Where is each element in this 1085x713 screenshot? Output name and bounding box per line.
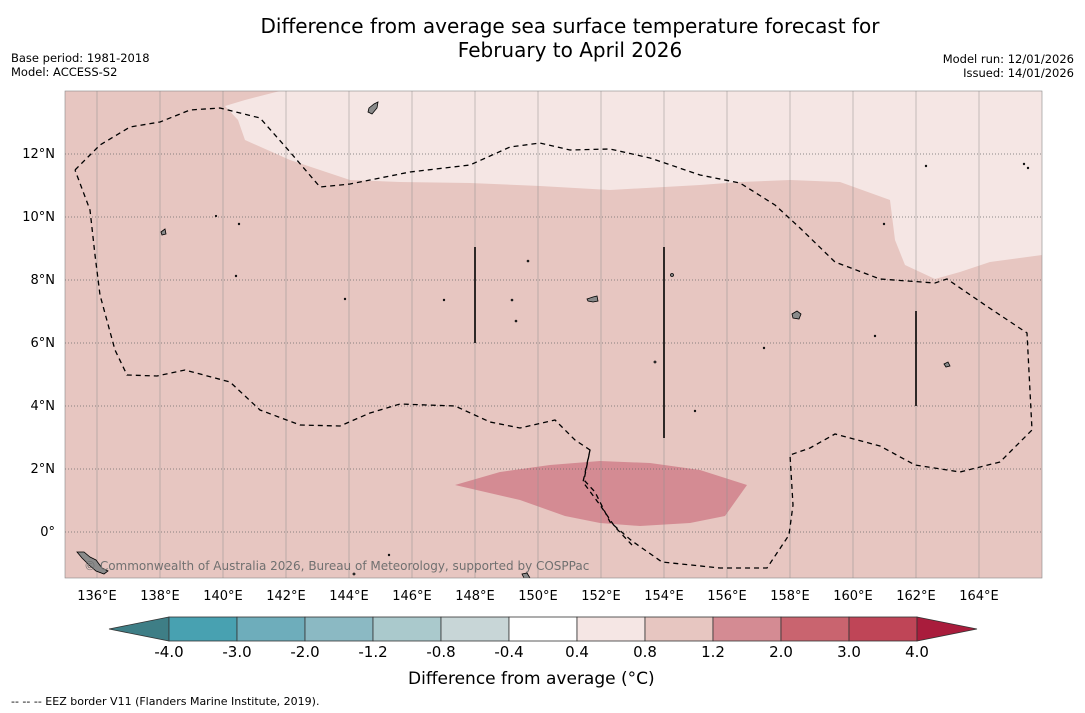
islet (873, 334, 877, 338)
lon-label: 164°E (959, 589, 999, 604)
lon-label: 138°E (140, 589, 180, 604)
islet (510, 298, 514, 302)
colorbar-label: 4.0 (905, 643, 929, 661)
lat-label: 0° (40, 525, 55, 540)
colorbar-label: -1.2 (358, 643, 388, 661)
colorbar-bin (508, 616, 578, 642)
parallels (65, 153, 1042, 533)
map-plot-area: © Commonwealth of Australia 2026, Bureau… (65, 91, 1042, 578)
base-period: Base period: 1981-2018 (11, 51, 150, 65)
islet (653, 360, 657, 364)
islet (442, 298, 446, 302)
eez-borders (74, 107, 1033, 569)
islet (670, 273, 674, 277)
colorbar-label: 2.0 (769, 643, 793, 661)
colorbar-label: 1.2 (701, 643, 725, 661)
eez-border-south (582, 449, 633, 546)
island-kosrae (943, 361, 951, 368)
colorbar-bin (848, 616, 918, 642)
islet (762, 346, 766, 350)
lat-label: 10°N (22, 210, 55, 225)
colorbar-label: -0.8 (426, 643, 456, 661)
colorbar-bin (780, 616, 850, 642)
colorbar-label: -3.0 (222, 643, 252, 661)
colorbar-bin (712, 616, 782, 642)
colorbar-over-arrow (916, 616, 978, 642)
islands (76, 101, 1030, 578)
meta-right: Model run: 12/01/2026 Issued: 14/01/2026 (943, 52, 1074, 80)
colorbar-label: -2.0 (290, 643, 320, 661)
islet (234, 274, 238, 278)
islet (693, 409, 697, 413)
copyright-text: © Commonwealth of Australia 2026, Bureau… (84, 559, 589, 573)
field-0-4-0-8 (225, 91, 1042, 279)
islet (1022, 162, 1026, 166)
colorbar-label: -0.4 (494, 643, 524, 661)
lon-label: 148°E (455, 589, 495, 604)
lon-label: 136°E (77, 589, 117, 604)
island-chuuk (586, 295, 599, 303)
colorbar-label: 0.4 (565, 643, 589, 661)
islet (343, 297, 347, 301)
island-new-ireland (521, 572, 531, 578)
lat-label: 12°N (22, 147, 55, 162)
island-guam (367, 101, 379, 115)
eez-border-west (74, 107, 1033, 569)
islet (514, 319, 518, 323)
lon-label: 160°E (833, 589, 873, 604)
title-line-2: February to April 2026 (457, 38, 683, 62)
islet (924, 164, 928, 168)
lon-label: 150°E (518, 589, 558, 604)
islet (214, 214, 218, 218)
islet (526, 259, 530, 263)
islet (1026, 166, 1030, 170)
colorbar-label: -4.0 (154, 643, 184, 661)
colorbar-bin (440, 616, 510, 642)
title-line-1: Difference from average sea surface temp… (260, 14, 880, 38)
eez-legend-note: -- -- -- EEZ border V11 (Flanders Marine… (11, 695, 320, 708)
lat-label: 6°N (31, 336, 56, 351)
lon-label: 142°E (266, 589, 306, 604)
lon-labels: 136°E 138°E 140°E 142°E 144°E 146°E 148°… (77, 589, 999, 604)
islet (237, 222, 241, 226)
colorbar-title: Difference from average (°C) (408, 669, 655, 689)
lon-label: 162°E (896, 589, 936, 604)
colorbar-under-arrow (108, 616, 170, 642)
lon-label: 152°E (581, 589, 621, 604)
chart-title: Difference from average sea surface temp… (0, 14, 1085, 62)
islet (882, 222, 886, 226)
lon-label: 154°E (644, 589, 684, 604)
islet (352, 572, 356, 576)
lat-labels: 12°N 10°N 8°N 6°N 4°N 2°N 0° (22, 147, 55, 540)
island-pohnpei (791, 310, 802, 320)
map-frame (64, 90, 1043, 579)
island-palau (76, 551, 109, 575)
boundary-lines (474, 247, 917, 438)
colorbar-bin (372, 616, 442, 642)
colorbar-label: 3.0 (837, 643, 861, 661)
islet (387, 553, 391, 557)
colorbar-bin (644, 616, 714, 642)
colorbar-bin (576, 616, 646, 642)
lat-label: 2°N (31, 462, 56, 477)
issued-date: Issued: 14/01/2026 (963, 66, 1074, 80)
lon-label: 144°E (329, 589, 369, 604)
colorbar-bin (304, 616, 374, 642)
lon-label: 146°E (392, 589, 432, 604)
lon-label: 156°E (707, 589, 747, 604)
colorbar (108, 616, 978, 642)
lat-label: 4°N (31, 399, 56, 414)
colorbar-bin (168, 616, 238, 642)
meta-left: Base period: 1981-2018 Model: ACCESS-S2 (11, 51, 150, 79)
lon-label: 140°E (203, 589, 243, 604)
colorbar-label: 0.8 (633, 643, 657, 661)
lon-label: 158°E (770, 589, 810, 604)
model-run: Model run: 12/01/2026 (942, 52, 1074, 66)
colorbar-bin (236, 616, 306, 642)
island-yap (160, 228, 167, 236)
lat-label: 8°N (31, 273, 56, 288)
model-name: Model: ACCESS-S2 (11, 65, 118, 79)
